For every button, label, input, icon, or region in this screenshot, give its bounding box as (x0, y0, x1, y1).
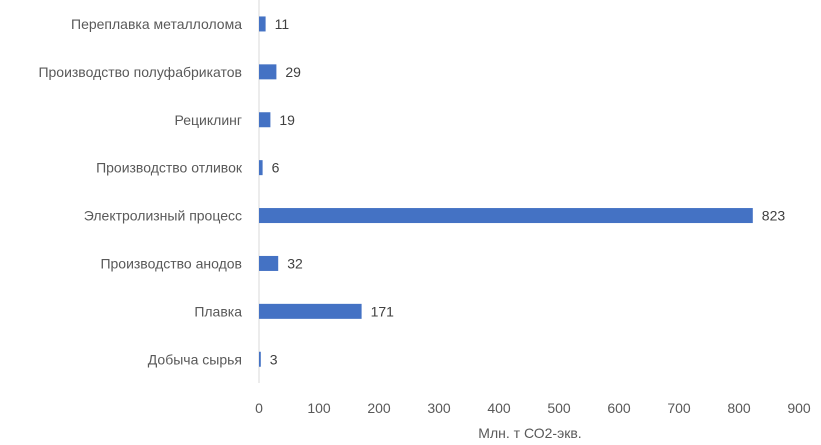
x-tick-label: 400 (487, 400, 511, 416)
x-tick-label: 700 (667, 400, 691, 416)
x-tick-label: 100 (307, 400, 331, 416)
x-tick-label: 500 (547, 400, 571, 416)
category-label: Производство полуфабрикатов (38, 64, 242, 80)
bar (259, 112, 271, 128)
x-tick-label: 600 (607, 400, 631, 416)
data-label: 29 (285, 64, 301, 80)
category-label: Переплавка металлолома (71, 16, 242, 32)
x-tick-label: 0 (255, 400, 263, 416)
data-label: 19 (279, 112, 295, 128)
data-labels: 11 29 19 6 823 32 171 3 (270, 16, 786, 367)
x-tick-label: 200 (367, 400, 391, 416)
bar (259, 64, 277, 80)
data-label: 6 (272, 160, 280, 176)
category-label: Электролизный процесс (84, 208, 242, 224)
category-label: Плавка (194, 303, 242, 319)
bar (259, 303, 362, 319)
category-label: Рециклинг (175, 112, 242, 128)
category-label: Производство анодов (100, 255, 242, 271)
x-axis-title: Млн. т СО2-экв. (478, 425, 581, 441)
x-tick-label: 900 (787, 400, 811, 416)
bars (259, 16, 753, 367)
bar (259, 208, 753, 224)
bar (259, 160, 263, 176)
x-tick-label: 800 (727, 400, 751, 416)
data-label: 171 (371, 303, 395, 319)
bar (259, 16, 266, 32)
category-label: Добыча сырья (148, 351, 242, 367)
x-tick-labels: 0 100 200 300 400 500 600 700 800 900 (255, 400, 811, 416)
data-label: 3 (270, 351, 278, 367)
bar (259, 351, 261, 367)
category-label: Производство отливок (96, 160, 243, 176)
data-label: 11 (275, 16, 290, 32)
bar (259, 255, 279, 271)
x-tick-label: 300 (427, 400, 451, 416)
data-label: 32 (287, 255, 303, 271)
data-label: 823 (762, 208, 786, 224)
category-labels: Переплавка металлолома Производство полуф… (38, 16, 242, 367)
